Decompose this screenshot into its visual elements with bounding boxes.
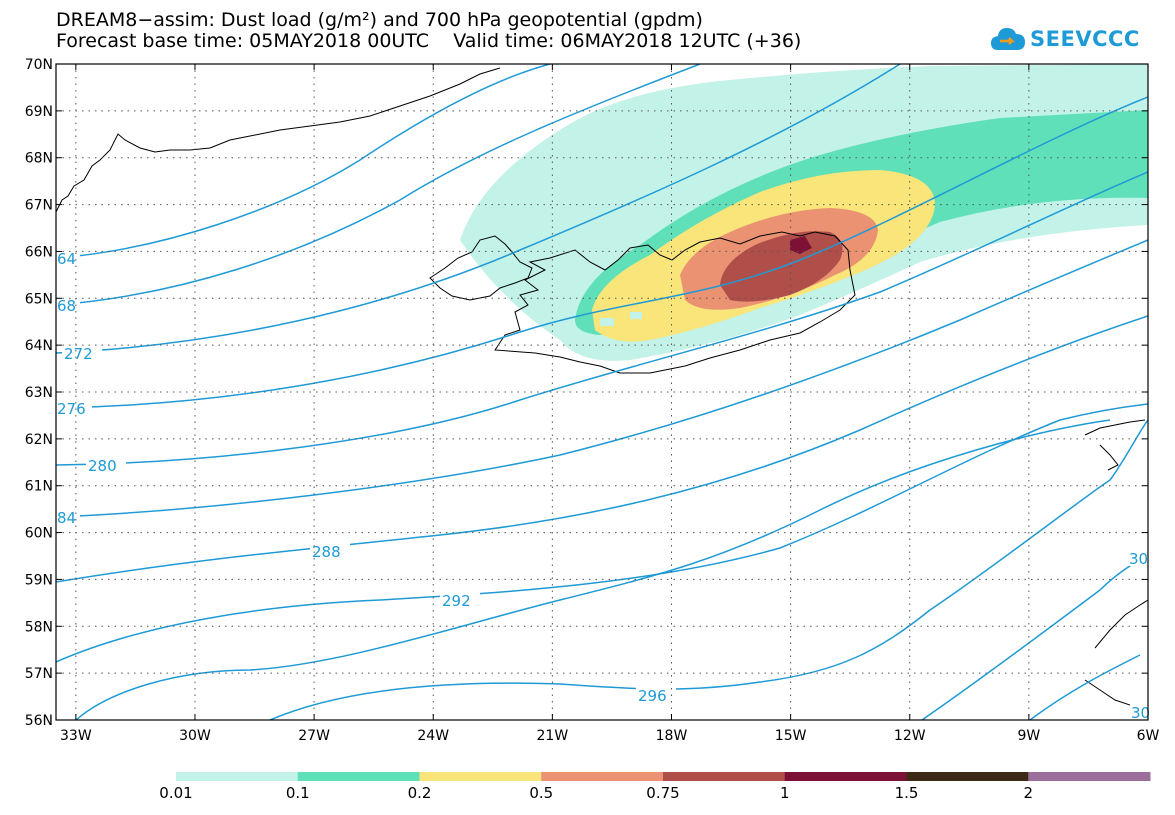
- dust-patch-0.01-b: [630, 312, 642, 319]
- colorbar-label: 0.5: [529, 784, 554, 802]
- lat-tick-label: 65N: [25, 291, 53, 307]
- colorbar-swatch: [541, 772, 664, 781]
- contour-268: [56, 64, 701, 306]
- lat-tick-label: 57N: [25, 666, 53, 682]
- title-line-2: Forecast base time: 05MAY2018 00UTC Vali…: [56, 30, 802, 52]
- colorbar-label: 1: [779, 784, 790, 802]
- colorbar-label: 2: [1023, 784, 1034, 802]
- lon-tick-label: 24W: [417, 728, 449, 744]
- contour-label: 64: [57, 250, 76, 268]
- lat-tick-label: 68N: [25, 151, 53, 167]
- faroe-shetland-coast: [1084, 419, 1146, 471]
- seevccc-logo: SEEVCCC: [990, 22, 1140, 56]
- contour-label: 280: [88, 457, 117, 475]
- lat-tick-label: 63N: [25, 385, 53, 401]
- coastlines: [56, 67, 1148, 716]
- lon-tick-label: 33W: [60, 728, 92, 744]
- lon-tick-label: 12W: [894, 728, 926, 744]
- colorbar-label: 0.01: [159, 784, 193, 802]
- lat-tick-label: 61N: [25, 479, 53, 495]
- lat-tick-label: 66N: [25, 244, 53, 260]
- contour-label: 68: [57, 297, 76, 315]
- contour-label: 84: [57, 509, 76, 527]
- contour-label: 288: [312, 543, 341, 561]
- colorbar-swatch: [784, 772, 907, 781]
- lat-tick-label: 59N: [25, 572, 53, 588]
- contour-296: [75, 419, 1111, 720]
- colorbar-label: 0.2: [407, 784, 432, 802]
- lat-tick-label: 58N: [25, 619, 53, 635]
- contour-label: 296: [638, 687, 667, 705]
- dust-patch-0.01-a: [600, 318, 614, 326]
- lon-tick-label: 6W: [1137, 728, 1160, 744]
- lat-tick-label: 70N: [25, 57, 53, 73]
- contour-288: [56, 315, 1148, 583]
- iceland-westfjords: [429, 235, 533, 301]
- colorbar-swatch: [297, 772, 420, 781]
- lat-tick-labels: 56N 57N 58N 59N 60N 61N 62N 63N 64N 65N 66N 67N 68N 6…: [25, 57, 53, 729]
- lon-tick-label: 27W: [298, 728, 330, 744]
- scotland-coast: [1084, 599, 1148, 716]
- contour-264: [56, 64, 551, 259]
- lon-tick-label: 9W: [1017, 728, 1040, 744]
- dust-band-1: [790, 236, 812, 254]
- contour-label: 276: [57, 400, 86, 418]
- contour-284: [56, 239, 1148, 518]
- lat-tick-label: 60N: [25, 526, 53, 542]
- colorbar-swatch: [1028, 772, 1151, 781]
- map-frame: [55, 63, 1149, 721]
- contour-label: 272: [64, 345, 93, 363]
- lat-tick-label: 64N: [25, 338, 53, 354]
- contour-304: [921, 554, 1148, 720]
- contour-292: [56, 403, 1148, 663]
- contour-272: [56, 64, 901, 354]
- colorbar-swatch: [906, 772, 1029, 781]
- greenland-coast: [56, 67, 501, 213]
- lat-tick-label: 62N: [25, 432, 53, 448]
- lon-tick-label: 21W: [537, 728, 569, 744]
- lat-tick-label: 69N: [25, 104, 53, 120]
- colorbar-swatch: [663, 772, 786, 781]
- lon-tick-labels: 33W 30W 27W 24W 21W 18W 15W 12W 9W 6W: [60, 728, 1160, 744]
- contour-label: 292: [442, 592, 471, 610]
- colorbar-swatch: [419, 772, 542, 781]
- contour-300: [269, 419, 1148, 720]
- colorbar-swatch: [176, 772, 299, 781]
- lat-tick-label: 67N: [25, 198, 53, 214]
- contour-308: [1029, 654, 1141, 720]
- lon-tick-label: 30W: [179, 728, 211, 744]
- colorbar-label: 0.1: [285, 784, 310, 802]
- contour-label: 30: [1129, 550, 1148, 568]
- title-line-1: DREAM8−assim: Dust load (g/m²) and 700 h…: [56, 9, 703, 31]
- geopotential-contours: [56, 64, 1148, 720]
- lon-tick-label: 15W: [775, 728, 807, 744]
- logo-text: SEEVCCC: [1030, 27, 1140, 51]
- contour-276: [56, 96, 1148, 409]
- lat-tick-label: 56N: [25, 713, 53, 729]
- contour-280: [56, 171, 1148, 466]
- iceland-coast: [494, 231, 856, 374]
- cloud-icon: [991, 28, 1025, 50]
- gridlines: [56, 64, 1148, 720]
- dust-load-fill: [460, 64, 1148, 361]
- colorbar-label: 1.5: [894, 784, 919, 802]
- colorbar: [176, 772, 1151, 781]
- contour-labels: 64 68 272 276 280 84 288 292 296 30 30: [56, 250, 1150, 722]
- colorbar-label: 0.75: [646, 784, 680, 802]
- lon-tick-label: 18W: [656, 728, 688, 744]
- contour-label: 30: [1131, 704, 1150, 722]
